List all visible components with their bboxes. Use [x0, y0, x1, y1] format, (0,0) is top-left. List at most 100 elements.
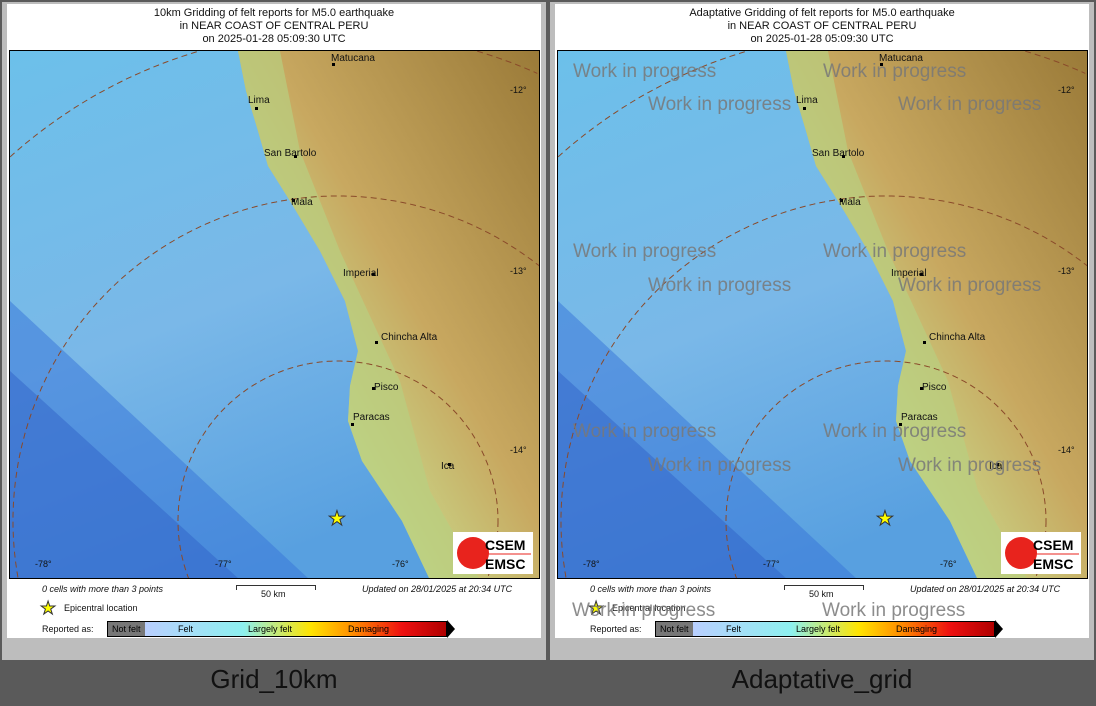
- csem-emsc-logo: CSEM EMSC: [453, 532, 533, 574]
- city-marker: [351, 423, 354, 426]
- city-label: San Bartolo: [264, 148, 317, 159]
- city-marker: [842, 155, 845, 158]
- city-marker: [372, 273, 375, 276]
- title-line: in NEAR COAST OF CENTRAL PERU: [727, 20, 917, 32]
- latitude-tick: -14°: [510, 445, 527, 455]
- city-label: Chincha Alta: [381, 332, 438, 343]
- title-line: 10km Gridding of felt reports for M5.0 e…: [153, 7, 395, 19]
- latitude-tick: -14°: [1058, 445, 1075, 455]
- legend-label: Largely felt: [248, 624, 293, 634]
- map-area[interactable]: Matucana Lima San Bartolo Mala Imperial Chinc…: [557, 50, 1088, 579]
- legend-label: Largely felt: [796, 624, 841, 634]
- svg-text:CSEM: CSEM: [1033, 537, 1073, 553]
- city-label: Lima: [796, 95, 818, 106]
- distance-ring: [725, 360, 1047, 578]
- city-label: Pisco: [922, 382, 947, 393]
- city-label: Mala: [291, 197, 313, 208]
- city-marker: [255, 107, 258, 110]
- latitude-tick: -13°: [1058, 266, 1075, 276]
- legend-label: Damaging: [348, 624, 390, 634]
- longitude-tick: -76°: [392, 559, 409, 569]
- legend-label: Damaging: [896, 624, 938, 634]
- epicenter-legend-label: Epicentral location: [64, 603, 138, 613]
- latitude-tick: -13°: [510, 266, 527, 276]
- csem-emsc-logo: CSEM EMSC: [1001, 532, 1081, 574]
- cells-count-text: 0 cells with more than 3 points: [590, 584, 712, 594]
- svg-text:EMSC: EMSC: [1033, 556, 1073, 572]
- city-marker: [899, 423, 902, 426]
- title-line: on 2025-01-28 05:09:30 UTC: [202, 33, 346, 45]
- scale-label: 50 km: [809, 589, 834, 599]
- epicenter-legend-label: Epicentral location: [612, 603, 686, 613]
- title-line: on 2025-01-28 05:09:30 UTC: [750, 33, 894, 45]
- svg-text:EMSC: EMSC: [485, 556, 525, 572]
- city-label: Matucana: [879, 53, 923, 64]
- city-marker: [880, 63, 883, 66]
- map-panel: 10km Gridding of felt reports for M5.0 e…: [0, 0, 548, 662]
- city-label: San Bartolo: [812, 148, 865, 159]
- longitude-tick: -76°: [940, 559, 957, 569]
- panel-caption: Grid_10km: [210, 664, 338, 694]
- city-marker: [923, 341, 926, 344]
- legend-label: Not felt: [112, 624, 141, 634]
- epicenter-star-icon: ★: [328, 508, 347, 530]
- reported-as-label: Reported as:: [590, 624, 642, 634]
- distance-ring: [12, 195, 539, 578]
- map-area[interactable]: Matucana Lima San Bartolo Mala Imperial Chinc…: [9, 50, 540, 579]
- longitude-tick: -78°: [35, 559, 52, 569]
- title-line: Adaptative Gridding of felt reports for …: [689, 7, 955, 19]
- legend-star-icon: ★: [587, 598, 605, 619]
- legend-label: Felt: [178, 624, 194, 634]
- city-label: Matucana: [331, 53, 375, 64]
- legend-star-icon: ★: [39, 598, 57, 619]
- city-label: Ica: [989, 461, 1003, 472]
- deep-ocean: [10, 371, 238, 578]
- city-marker: [292, 199, 295, 202]
- city-marker: [996, 463, 999, 466]
- updated-text: Updated on 28/01/2025 at 20:34 UTC: [910, 584, 1061, 594]
- legend-label: Not felt: [660, 624, 689, 634]
- latitude-tick: -12°: [1058, 85, 1075, 95]
- longitude-tick: -77°: [215, 559, 232, 569]
- city-marker: [920, 387, 923, 390]
- city-label: Paracas: [901, 412, 938, 423]
- city-marker: [803, 107, 806, 110]
- scale-bar: [784, 585, 864, 590]
- map-title: 10km Gridding of felt reports for M5.0 e…: [7, 7, 541, 46]
- distance-ring: [10, 51, 199, 158]
- logo-globe-icon: [457, 537, 489, 569]
- legend-label: Felt: [726, 624, 742, 634]
- cells-count-text: 0 cells with more than 3 points: [42, 584, 164, 594]
- colorbar-arrow-icon: [447, 620, 455, 638]
- land: [786, 51, 1087, 578]
- latitude-tick: -12°: [510, 85, 527, 95]
- land: [238, 51, 539, 578]
- distance-ring: [477, 51, 538, 74]
- city-marker: [332, 63, 335, 66]
- coastal-plain: [238, 51, 479, 578]
- intensity-colorbar: Not felt Felt Largely felt Damaging: [655, 621, 995, 637]
- city-label: Chincha Alta: [929, 332, 986, 343]
- city-marker: [448, 463, 451, 466]
- scale-bar: [236, 585, 316, 590]
- svg-text:CSEM: CSEM: [485, 537, 525, 553]
- city-label: Imperial: [891, 268, 927, 279]
- city-marker: [372, 387, 375, 390]
- distance-ring: [1025, 51, 1086, 74]
- map-panel: Adaptative Gridding of felt reports for …: [548, 0, 1096, 662]
- city-label: Pisco: [374, 382, 399, 393]
- map-sheet: 10km Gridding of felt reports for M5.0 e…: [7, 4, 541, 638]
- map-title: Adaptative Gridding of felt reports for …: [555, 7, 1089, 46]
- colorbar-arrow-icon: [995, 620, 1003, 638]
- watermark-text: Work in progress: [822, 600, 966, 621]
- coastal-plain: [786, 51, 1027, 578]
- city-marker: [294, 155, 297, 158]
- epicenter-star-icon: ★: [876, 508, 895, 530]
- title-line: in NEAR COAST OF CENTRAL PERU: [179, 20, 369, 32]
- relief-map: [558, 51, 1087, 578]
- city-marker: [840, 199, 843, 202]
- relief-map: [10, 51, 539, 578]
- map-sheet: Adaptative Gridding of felt reports for …: [555, 4, 1089, 638]
- distance-ring: [177, 360, 499, 578]
- reported-as-label: Reported as:: [42, 624, 94, 634]
